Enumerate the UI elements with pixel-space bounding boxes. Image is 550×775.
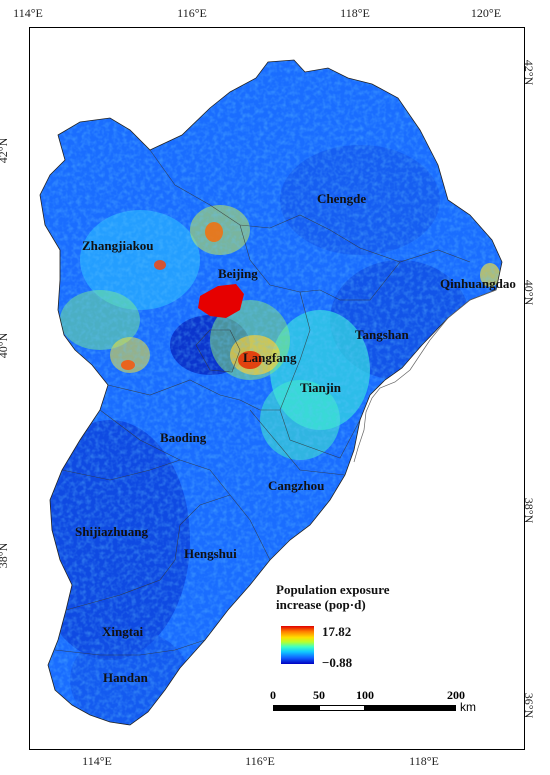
label-baoding: Baoding [160, 430, 207, 445]
city-labels: Chengde Zhangjiakou Beijing Qinhuangdao … [75, 191, 516, 685]
scale-segment-2 [319, 705, 365, 711]
label-langfang: Langfang [243, 350, 297, 365]
label-tianjin: Tianjin [300, 380, 342, 395]
scale-label-200: 200 [447, 688, 465, 702]
scale-label-50: 50 [313, 688, 325, 702]
label-shijiazhuang: Shijiazhuang [75, 524, 148, 539]
scale-label-0: 0 [270, 688, 276, 702]
legend-title: Population exposure increase (pop·d) [276, 582, 446, 612]
tick-top-114: 114°E [13, 6, 43, 20]
legend-title-line1: Population exposure [276, 582, 390, 597]
label-hengshui: Hengshui [184, 546, 237, 561]
label-cangzhou: Cangzhou [268, 478, 324, 493]
legend-max-value: 17.82 [322, 624, 352, 639]
scale-segment-3 [365, 705, 456, 711]
legend-min-value: −0.88 [322, 655, 353, 670]
scale-label-100: 100 [356, 688, 374, 702]
label-beijing: Beijing [218, 266, 258, 281]
tick-top-120: 120°E [470, 6, 502, 20]
label-tangshan: Tangshan [355, 327, 409, 342]
legend-title-line2: increase (pop·d) [276, 597, 366, 612]
label-handan: Handan [103, 670, 149, 685]
tick-bottom-114: 114°E [82, 754, 112, 768]
legend: Population exposure increase (pop·d) 17.… [276, 582, 446, 670]
legend-color-ramp [281, 626, 314, 664]
tick-top-116: 116°E [177, 6, 207, 20]
scale-segment-1 [273, 705, 319, 711]
label-qinhuangdao: Qinhuangdao [440, 276, 516, 291]
tick-top-118: 118°E [340, 6, 370, 20]
beijing-hotspot [198, 284, 244, 318]
label-zhangjiakou: Zhangjiakou [82, 238, 154, 253]
label-xingtai: Xingtai [102, 624, 144, 639]
coastline [353, 289, 497, 463]
scale-unit: km [460, 700, 476, 714]
tick-bottom-118: 118°E [409, 754, 439, 768]
label-chengde: Chengde [317, 191, 366, 206]
city-boundaries [54, 149, 471, 656]
tick-bottom-116: 116°E [245, 754, 275, 768]
